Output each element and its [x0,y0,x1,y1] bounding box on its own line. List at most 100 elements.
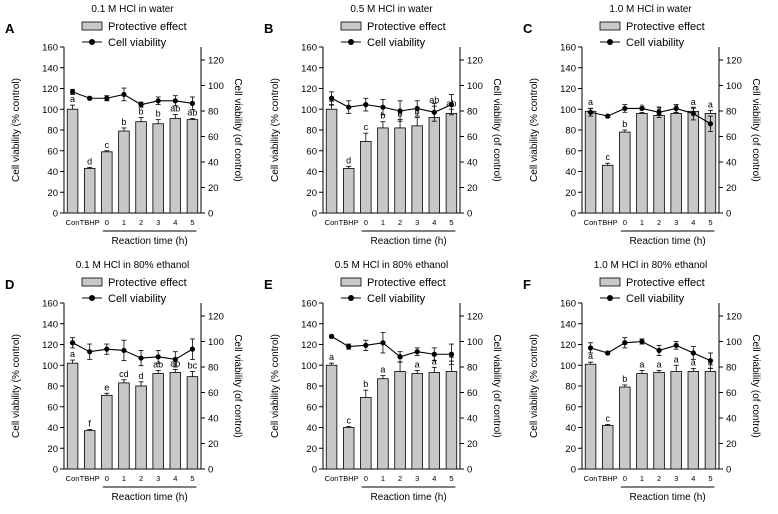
x-axis-label: Reaction time (h) [371,236,447,247]
bar [636,373,648,470]
right-tick-label: 20 [467,439,478,450]
category-label: 0 [364,474,368,483]
category-label: TBHP [339,474,359,483]
significance-label: a [657,359,662,369]
right-tick-label: 0 [726,465,731,476]
significance-label: cd [119,369,129,379]
category-label: 4 [691,218,695,227]
legend-line-label: Cell viability [108,293,167,305]
left-tick-label: 0 [571,209,576,220]
viability-point [707,358,714,364]
viability-point [690,350,696,356]
bar [360,397,372,470]
panel-letter: A [5,21,15,36]
panel-letter: D [5,277,14,292]
right-tick-label: 100 [726,337,742,348]
panel-letter: E [264,277,273,292]
significance-label: a [588,351,593,361]
left-tick-label: 160 [301,299,317,310]
viability-point [707,121,714,127]
x-axis-label: Reaction time (h) [112,492,188,503]
right-tick-label: 120 [467,56,483,67]
panel-letter: F [523,277,531,292]
right-tick-label: 60 [726,388,737,399]
significance-label: a [708,99,713,109]
panel-a: 0.1 M HCl in water A Protective effect Cell… [5,4,243,247]
left-tick-label: 20 [306,188,317,199]
panel-c: 1.0 M HCl in water C Protective effect Cell… [523,4,761,247]
viability-point [138,102,144,108]
category-label: 5 [449,218,453,227]
left-tick-label: 140 [301,319,317,330]
viability-point [605,113,611,119]
significance-label: b [121,117,126,127]
legend-bar-label: Protective effect [626,21,705,33]
significance-label: e [104,382,109,392]
significance-label: d [139,371,144,381]
viability-line [72,91,193,106]
bar [428,372,441,470]
legend-bar-label: Protective effect [108,21,187,33]
left-tick-label: 140 [42,319,58,330]
category-label: Con [584,474,598,483]
panel-letter: C [523,21,533,36]
category-label: 2 [139,474,143,483]
viability-point [431,109,437,115]
left-tick-label: 120 [301,340,317,351]
viability-point [346,344,352,350]
viability-point [363,342,369,348]
bar [360,141,372,214]
left-tick-label: 100 [560,361,576,372]
viability-point [622,105,628,112]
legend-line-label: Cell viability [626,37,685,49]
category-label: Con [66,218,80,227]
category-label: 0 [623,474,627,483]
bar [670,113,682,214]
bar [394,371,406,470]
right-tick-label: 120 [208,56,224,67]
legend-bar-swatch [81,277,103,287]
left-tick-label: 40 [47,167,58,178]
significance-label: d [346,155,351,165]
right-tick-label: 20 [208,439,219,450]
bar [135,121,147,214]
viability-point [622,340,628,346]
left-tick-label: 120 [560,84,576,95]
right-tick-label: 20 [726,439,737,450]
category-label: 4 [432,474,436,483]
left-axis-label: Cell viability (% control) [11,78,22,182]
legend-line-label: Cell viability [626,293,685,305]
left-tick-label: 100 [301,361,317,372]
left-axis-label: Cell viability (% control) [270,334,281,438]
significance-label: b [380,111,385,121]
left-tick-label: 140 [301,63,317,74]
left-tick-label: 0 [312,209,317,220]
viability-point [121,91,127,98]
left-tick-label: 120 [42,84,58,95]
significance-label: a [691,97,696,107]
right-tick-label: 100 [467,337,483,348]
bar [342,427,355,470]
bar [169,118,182,214]
left-tick-label: 160 [42,299,58,310]
category-label: 3 [156,474,160,483]
left-tick-label: 100 [42,105,58,116]
left-tick-label: 80 [565,126,576,137]
left-tick-label: 80 [47,126,58,137]
legend-line-label: Cell viability [108,37,167,49]
bar [601,425,614,470]
bar [325,108,338,214]
category-label: TBHP [598,218,618,227]
viability-point [639,105,645,112]
left-tick-label: 160 [301,43,317,54]
bar [619,131,631,214]
category-label: 5 [708,474,712,483]
viability-line [331,335,452,358]
left-tick-label: 100 [42,361,58,372]
panel-title: 0.5 M HCl in 80% ethanol [335,260,448,271]
legend-line-marker [607,295,613,301]
legend-bar-swatch [81,21,103,31]
left-axis-label: Cell viability (% control) [270,78,281,182]
category-label: Con [584,218,598,227]
viability-point [189,100,196,106]
